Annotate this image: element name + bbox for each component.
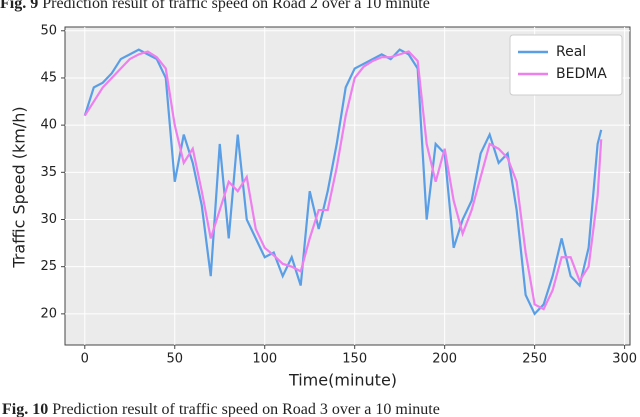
y-tick-label: 20: [40, 306, 57, 321]
x-tick-label: 100: [252, 352, 277, 367]
y-tick-label: 45: [40, 70, 57, 85]
x-tick-label: 50: [166, 352, 183, 367]
caption-top: Fig. 9 Prediction result of traffic spee…: [0, 0, 430, 12]
x-tick-label: 250: [522, 352, 547, 367]
caption-text: Prediction result of traffic speed on Ro…: [52, 401, 440, 417]
x-axis-label: Time(minute): [288, 371, 397, 390]
y-tick-label: 30: [40, 212, 57, 227]
x-tick-label: 150: [342, 352, 367, 367]
y-axis-label: Traffic Speed (km/h): [10, 106, 29, 268]
legend-label: BEDMA: [556, 66, 607, 82]
y-tick-label: 25: [40, 259, 57, 274]
x-tick-label: 0: [81, 352, 89, 367]
y-tick-label: 35: [40, 165, 57, 180]
legend-box: [509, 34, 623, 96]
y-tick-label: 50: [40, 23, 57, 38]
y-tick-label: 40: [40, 118, 57, 133]
x-tick-label: 200: [432, 352, 457, 367]
legend: Real BEDMA: [509, 34, 623, 96]
caption-text: Prediction result of traffic speed on Ro…: [42, 0, 430, 12]
caption-label: Fig. 10: [2, 401, 48, 417]
caption-bottom: Fig. 10 Prediction result of traffic spe…: [2, 401, 440, 417]
legend-label: Real: [556, 44, 586, 60]
line-series: [83, 50, 603, 311]
caption-label: Fig. 9: [0, 0, 38, 12]
x-tick-label: 300: [612, 352, 637, 367]
line-series: [83, 48, 603, 316]
